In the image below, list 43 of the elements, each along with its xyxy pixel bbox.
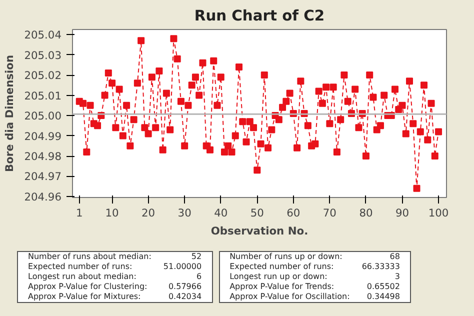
text: Expected number of runs: — [27, 262, 134, 272]
text: Number of runs about median: — [27, 252, 152, 262]
text: Longest run up or down: — [228, 272, 328, 282]
text: 0.42034 — [167, 292, 203, 302]
x-tick-label: 1 — [76, 206, 83, 220]
x-tick-label: 60 — [286, 206, 300, 220]
text: 68 — [388, 252, 401, 262]
x-tick-label: 50 — [250, 206, 264, 220]
text: 66.33333 — [360, 262, 401, 272]
x-tick-label: 70 — [322, 206, 337, 220]
y-tick-label: 205.01 — [24, 89, 62, 102]
text: Approx P-Value for Trends: — [228, 282, 336, 292]
x-tick-label: 80 — [359, 206, 373, 220]
text: Approx P-Value for Oscillation: — [228, 292, 351, 302]
x-tick-label: 40 — [214, 206, 228, 220]
y-tick-label: 205.00 — [24, 110, 62, 123]
y-tick-label: 205.03 — [24, 48, 62, 62]
text: 51.00000 — [162, 262, 203, 272]
text: Longest run about median: — [27, 272, 138, 282]
text: Approx P-Value for Mixtures: — [27, 292, 142, 302]
y-axis-title: Bore dia Dimension — [3, 54, 16, 172]
text: 52 — [190, 252, 203, 262]
text: Approx P-Value for Clustering: — [27, 282, 148, 292]
x-axis-title: Observation No. — [210, 224, 308, 238]
text: 0.57966 — [167, 282, 203, 292]
text: 0.34498 — [366, 292, 401, 302]
y-tick-label: 204.98 — [24, 150, 62, 164]
text: 3 — [394, 272, 401, 282]
x-tick-label: 20 — [142, 206, 156, 220]
x-tick-label: 30 — [178, 206, 192, 220]
text: 6 — [195, 272, 203, 282]
y-tick-label: 204.97 — [24, 170, 62, 184]
y-tick-label: 204.99 — [24, 130, 62, 143]
y-tick-label: 204.96 — [24, 190, 62, 204]
text: Expected number of runs: — [228, 262, 335, 272]
text: 0.65502 — [366, 282, 401, 292]
x-tick-label: 10 — [105, 206, 120, 220]
y-tick-label: 205.04 — [24, 28, 62, 42]
x-tick-label: 90 — [395, 206, 410, 220]
text: Number of runs up or down: — [228, 252, 344, 262]
y-tick-label: 205.02 — [24, 69, 62, 82]
chart-title: Run Chart of C2 — [194, 8, 325, 24]
x-tick-label: 100 — [428, 206, 449, 220]
